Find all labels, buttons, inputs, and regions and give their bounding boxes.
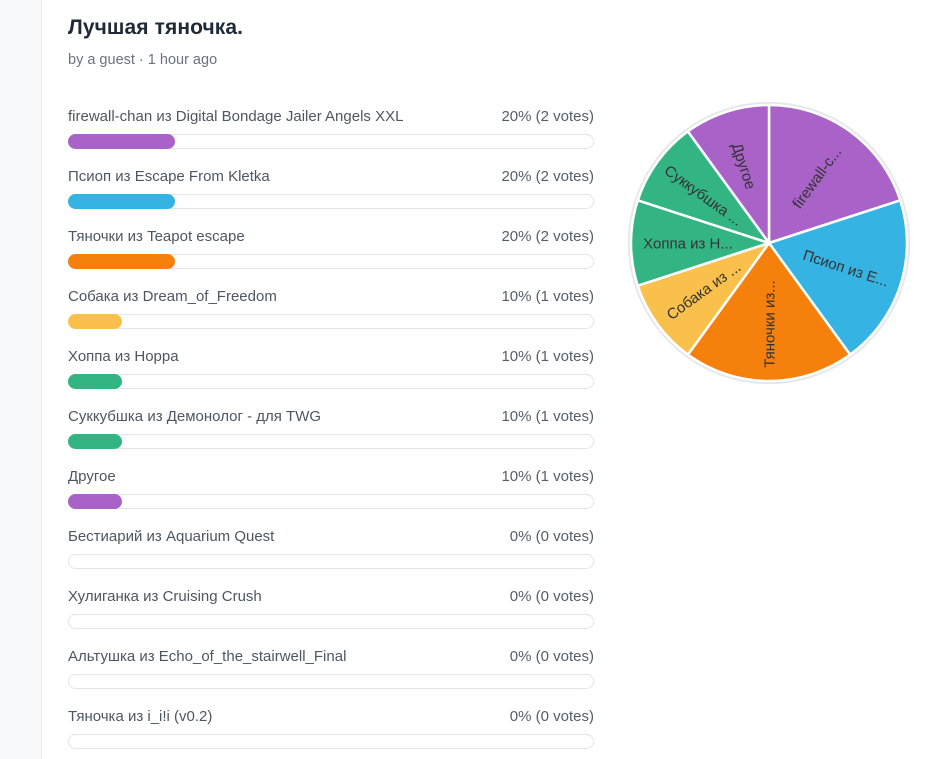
pie-slice [636,130,771,245]
option-head: Суккубшка из Демонолог - для TWG 10% (1 … [68,406,594,428]
option-progress-fill [68,314,123,329]
option-progress-track [68,194,594,209]
pie-chart: firewall-c...Псиоп из E...Тяночки из...С… [627,101,911,385]
pie-slice-label: Тяночки из... [761,280,778,367]
option-progress-track [68,614,594,629]
option-result: 0% (0 votes) [509,528,594,545]
poll-results-list: firewall-chan из Digital Bondage Jailer … [68,106,594,749]
option-head: Псиоп из Escape From Kletka 20% (2 votes… [68,166,594,188]
poll-option-row: Бестиарий из Aquarium Quest 0% (0 votes) [68,526,594,569]
option-label: Собака из Dream_of_Freedom [68,288,277,305]
option-result: 0% (0 votes) [509,648,594,665]
option-progress-fill [68,374,123,389]
option-head: Хулиганка из Cruising Crush 0% (0 votes) [68,586,594,608]
option-label: Бестиарий из Aquarium Quest [68,528,275,545]
poll-option-row: Хулиганка из Cruising Crush 0% (0 votes) [68,586,594,629]
pie-slice [767,199,909,356]
poll-option-row: Альтушка из Echo_of_the_stairwell_Final … [68,646,594,689]
option-head: Альтушка из Echo_of_the_stairwell_Final … [68,646,594,668]
option-progress-fill [68,434,123,449]
option-label: Тяночки из Teapot escape [68,228,245,245]
option-result: 10% (1 votes) [501,468,594,485]
option-progress-track [68,314,594,329]
option-result: 10% (1 votes) [501,288,594,305]
option-progress-track [68,134,594,149]
poll-option-row: Тяночки из Teapot escape 20% (2 votes) [68,226,594,269]
option-result: 0% (0 votes) [509,708,594,725]
option-result: 10% (1 votes) [501,348,594,365]
option-head: Собака из Dream_of_Freedom 10% (1 votes) [68,286,594,308]
option-label: Альтушка из Echo_of_the_stairwell_Final [68,648,347,665]
pie-slice [686,103,771,245]
option-head: Тяночки из Teapot escape 20% (2 votes) [68,226,594,248]
option-progress-fill [68,494,123,509]
option-progress-track [68,374,594,389]
option-progress-track [68,434,594,449]
poll-option-row: Тяночка из i_i!i (v0.2) 0% (0 votes) [68,706,594,749]
option-result: 20% (2 votes) [501,108,594,125]
option-head: Другое 10% (1 votes) [68,466,594,488]
poll-option-row: Собака из Dream_of_Freedom 10% (1 votes) [68,286,594,329]
option-label: Псиоп из Escape From Kletka [68,168,270,185]
pie-slice [686,241,852,383]
poll-card: Лучшая тяночка. by a guest · 1 hour ago … [41,0,931,759]
poll-byline: by a guest · 1 hour ago [68,52,218,68]
pie-slice [636,241,771,356]
option-progress-fill [68,254,175,269]
poll-option-row: Другое 10% (1 votes) [68,466,594,509]
pie-outer-ring [627,101,911,385]
option-progress-track [68,554,594,569]
option-label: Хоппа из Hoppa [68,348,179,365]
option-progress-track [68,734,594,749]
pie-slice [629,199,771,287]
option-progress-track [68,674,594,689]
pie-slice-label: Хоппа из H... [643,235,733,252]
option-label: Другое [68,468,116,485]
option-progress-track [68,254,594,269]
option-result: 10% (1 votes) [501,408,594,425]
option-head: Тяночка из i_i!i (v0.2) 0% (0 votes) [68,706,594,728]
option-result: 20% (2 votes) [501,168,594,185]
option-label: Хулиганка из Cruising Crush [68,588,262,605]
poll-title: Лучшая тяночка. [68,16,244,39]
option-label: Суккубшка из Демонолог - для TWG [68,408,322,425]
option-head: Хоппа из Hoppa 10% (1 votes) [68,346,594,368]
pie-slice [767,103,902,245]
poll-option-row: firewall-chan из Digital Bondage Jailer … [68,106,594,149]
option-label: Тяночка из i_i!i (v0.2) [68,708,213,725]
option-label: firewall-chan из Digital Bondage Jailer … [68,108,404,125]
option-result: 0% (0 votes) [509,588,594,605]
option-progress-track [68,494,594,509]
option-progress-fill [68,134,175,149]
option-head: Бестиарий из Aquarium Quest 0% (0 votes) [68,526,594,548]
option-progress-fill [68,194,175,209]
option-head: firewall-chan из Digital Bondage Jailer … [68,106,594,128]
poll-option-row: Псиоп из Escape From Kletka 20% (2 votes… [68,166,594,209]
poll-option-row: Суккубшка из Демонолог - для TWG 10% (1 … [68,406,594,449]
poll-option-row: Хоппа из Hoppa 10% (1 votes) [68,346,594,389]
option-result: 20% (2 votes) [501,228,594,245]
